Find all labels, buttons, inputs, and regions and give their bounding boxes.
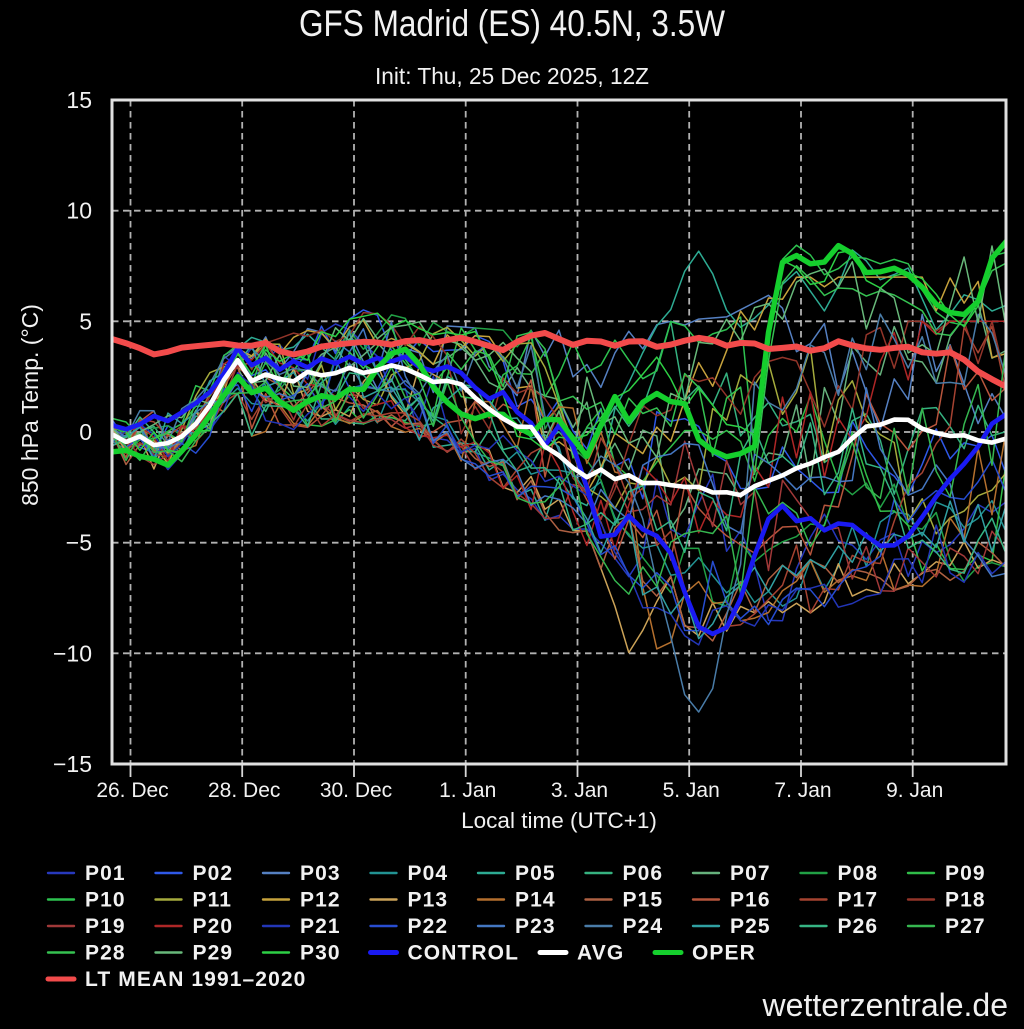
svg-text:−15: −15 [53, 751, 92, 777]
svg-text:−5: −5 [66, 530, 92, 556]
svg-text:P15: P15 [623, 889, 664, 912]
svg-text:P05: P05 [515, 862, 556, 885]
svg-text:P25: P25 [730, 915, 771, 938]
svg-text:P29: P29 [193, 942, 234, 965]
svg-text:P20: P20 [193, 915, 234, 938]
svg-text:5. Jan: 5. Jan [663, 779, 720, 802]
svg-text:P27: P27 [945, 915, 986, 938]
svg-text:1. Jan: 1. Jan [439, 779, 496, 802]
svg-text:P17: P17 [838, 889, 879, 912]
svg-text:26. Dec: 26. Dec [96, 779, 168, 802]
svg-text:30. Dec: 30. Dec [320, 779, 392, 802]
svg-text:P14: P14 [515, 889, 556, 912]
svg-text:9. Jan: 9. Jan [886, 779, 943, 802]
svg-text:Init: Thu, 25 Dec 2025, 12Z: Init: Thu, 25 Dec 2025, 12Z [375, 63, 649, 89]
svg-text:10: 10 [66, 198, 92, 224]
svg-text:P10: P10 [85, 889, 126, 912]
svg-text:AVG: AVG [577, 942, 624, 965]
svg-text:P22: P22 [408, 915, 449, 938]
svg-text:3. Jan: 3. Jan [551, 779, 608, 802]
svg-text:P11: P11 [193, 889, 233, 912]
svg-text:P06: P06 [623, 862, 664, 885]
svg-text:P07: P07 [730, 862, 771, 885]
svg-text:P23: P23 [515, 915, 556, 938]
svg-text:7. Jan: 7. Jan [774, 779, 831, 802]
svg-text:P08: P08 [838, 862, 879, 885]
svg-text:28. Dec: 28. Dec [208, 779, 280, 802]
svg-text:0: 0 [79, 419, 92, 445]
svg-text:15: 15 [66, 87, 92, 113]
svg-text:P04: P04 [408, 862, 449, 885]
svg-text:P26: P26 [838, 915, 879, 938]
svg-text:OPER: OPER [692, 942, 756, 965]
svg-text:P02: P02 [193, 862, 234, 885]
svg-text:P30: P30 [300, 942, 341, 965]
svg-text:P16: P16 [730, 889, 771, 912]
svg-text:CONTROL: CONTROL [408, 942, 520, 965]
svg-text:LT MEAN 1991–2020: LT MEAN 1991–2020 [85, 968, 306, 991]
svg-text:P01: P01 [85, 862, 126, 885]
svg-text:P09: P09 [945, 862, 986, 885]
svg-text:Local time (UTC+1): Local time (UTC+1) [461, 808, 657, 833]
svg-text:P28: P28 [85, 942, 126, 965]
svg-text:P12: P12 [300, 889, 341, 912]
svg-text:P18: P18 [945, 889, 986, 912]
svg-text:wetterzentrale.de: wetterzentrale.de [762, 987, 1008, 1023]
svg-text:P13: P13 [408, 889, 449, 912]
svg-text:5: 5 [79, 308, 92, 334]
svg-text:850 hPa Temp. (°C): 850 hPa Temp. (°C) [17, 304, 43, 506]
svg-text:P03: P03 [300, 862, 341, 885]
svg-text:P21: P21 [300, 915, 341, 938]
svg-text:−10: −10 [53, 640, 92, 666]
svg-text:P24: P24 [623, 915, 664, 938]
svg-text:P19: P19 [85, 915, 126, 938]
svg-text:GFS Madrid (ES) 40.5N, 3.5W: GFS Madrid (ES) 40.5N, 3.5W [299, 3, 725, 44]
